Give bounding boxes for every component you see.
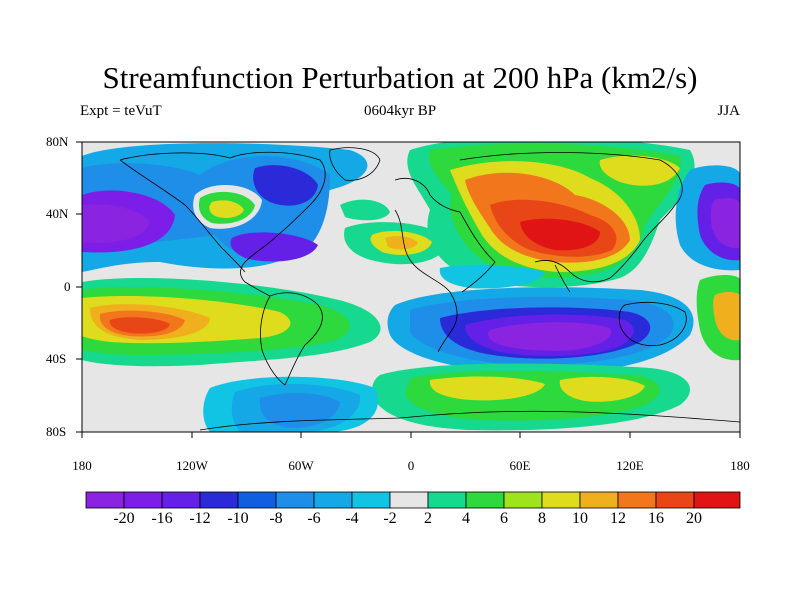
colorbar-box-10 — [427, 491, 467, 509]
x-tick-60w: 60W — [288, 458, 314, 473]
colorbar-label: -12 — [189, 510, 211, 527]
coast-south-america — [260, 292, 323, 386]
colorbar-box-3 — [161, 491, 201, 509]
experiment-label: Expt = teVuT — [80, 103, 162, 119]
colorbar-label: -2 — [383, 510, 397, 527]
coast-asia — [459, 152, 683, 293]
y-tick-0: 0 — [64, 279, 71, 294]
colorbar-label: 2 — [424, 510, 432, 527]
contour-sahara-positive-core — [385, 235, 418, 250]
y-tick-40n: 40N — [46, 206, 69, 221]
contour-east-edge-positive-core — [713, 292, 740, 341]
colorbar-label: -4 — [345, 510, 359, 527]
colorbar-label: -6 — [307, 510, 321, 527]
contour-south-atlantic-negative-core — [259, 393, 340, 428]
contour-pacific-negative-center — [82, 204, 150, 243]
contour-siberia-yellow — [599, 155, 680, 186]
colorbar-box-8 — [351, 491, 391, 509]
contour-gulf-negative — [230, 232, 318, 262]
season-label: JJA — [717, 103, 740, 119]
contour-hudson-negative — [253, 165, 318, 206]
x-tick-120e: 120E — [616, 458, 644, 473]
contour-tropical-negative — [439, 264, 545, 289]
contour-rockies-positive-core — [209, 200, 244, 218]
colorbar-box-9 — [389, 491, 429, 509]
colorbar-box-11 — [465, 491, 505, 509]
y-tick-80n: 80N — [46, 134, 69, 149]
contour-southern-positive-east — [559, 376, 645, 402]
colorbar-label: 16 — [648, 510, 664, 527]
axis-ticks — [76, 141, 741, 438]
colorbar-label: 4 — [462, 510, 470, 527]
contour-indian-negative-core — [488, 322, 611, 351]
colorbar-label: 8 — [538, 510, 546, 527]
y-tick-40s: 40S — [46, 351, 67, 366]
colorbar-box-2 — [123, 491, 163, 509]
period-label: 0604kyr BP — [363, 103, 437, 119]
coast-north-america — [119, 151, 326, 297]
plot-title: Streamfunction Perturbation at 200 hPa (… — [102, 60, 698, 95]
contour-southern-positive-core — [429, 376, 545, 401]
contour-south-pacific-positive-core — [109, 317, 170, 334]
colorbar-label: 10 — [572, 510, 588, 527]
colorbar-box-1 — [85, 491, 125, 509]
colorbar-box-13 — [541, 491, 581, 509]
colorbar-box-15 — [617, 491, 657, 509]
colorbar-box-7 — [313, 491, 353, 509]
colorbar-box-4 — [199, 491, 239, 509]
colorbar-label: -16 — [151, 510, 173, 527]
colorbar-box-14 — [579, 491, 619, 509]
colorbar-box-17 — [693, 491, 741, 509]
coast-australia — [618, 301, 687, 347]
colorbar-label: 20 — [686, 510, 702, 527]
colorbar-label: -8 — [269, 510, 283, 527]
colorbar-box-6 — [275, 491, 315, 509]
colorbar-label: 12 — [610, 510, 626, 527]
x-tick-180e: 180 — [730, 458, 750, 473]
contour-eurasia-positive-core — [520, 218, 600, 251]
contour-west-pacific-negative-center — [710, 197, 740, 249]
x-tick-60e: 60E — [509, 458, 531, 473]
colorbar-box-16 — [655, 491, 695, 509]
coast-europe-africa — [394, 178, 496, 353]
colorbar-box-12 — [503, 491, 543, 509]
colorbar-label: 6 — [500, 510, 508, 527]
contour-field — [82, 142, 740, 432]
colorbar-box-5 — [237, 491, 277, 509]
coast-greenland — [329, 147, 381, 181]
x-tick-180w: 180 — [72, 458, 92, 473]
coast-antarctica — [199, 410, 740, 431]
colorbar-label: -10 — [227, 510, 249, 527]
coastlines — [119, 147, 740, 431]
colorbar-label: -20 — [113, 510, 135, 527]
colorbar — [85, 491, 741, 509]
x-tick-120w: 120W — [176, 458, 208, 473]
x-tick-0: 0 — [407, 458, 415, 473]
y-tick-80s: 80S — [46, 424, 67, 439]
